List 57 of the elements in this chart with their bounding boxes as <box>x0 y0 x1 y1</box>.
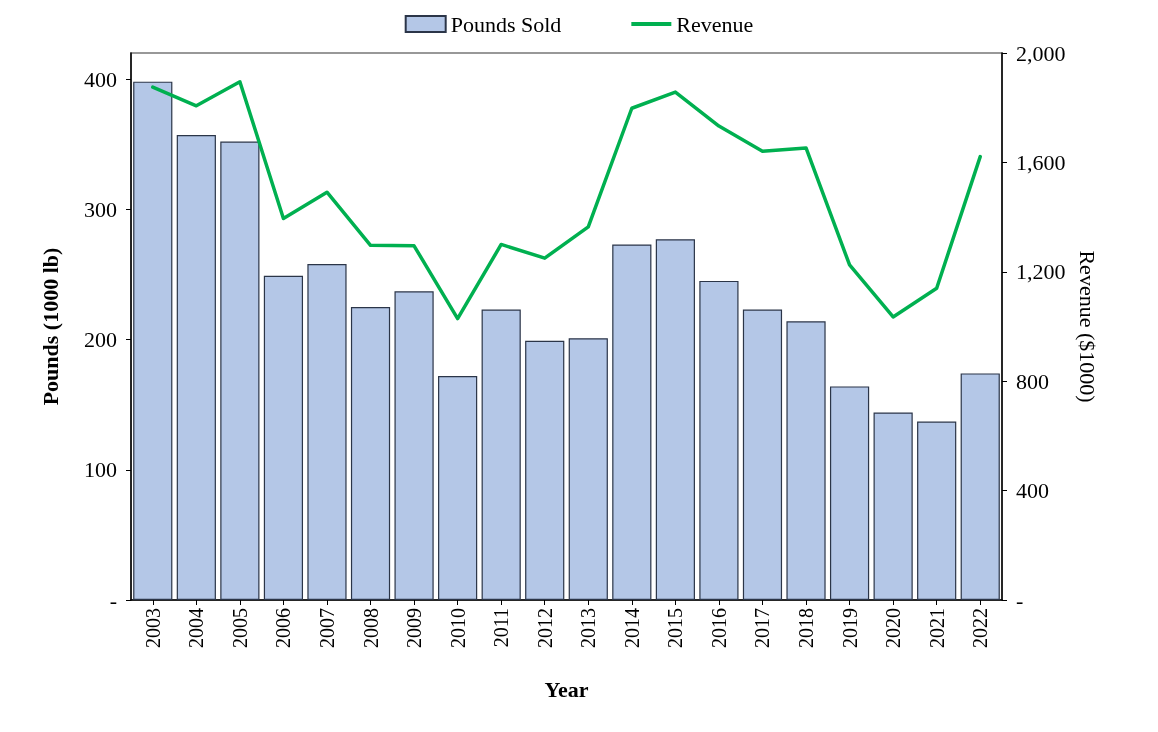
x-axis-title: Year <box>544 676 589 702</box>
x-tick-label: 2013 <box>577 608 600 648</box>
x-tick-label: 2016 <box>707 608 730 648</box>
bar <box>394 291 434 600</box>
x-tick-label: 2020 <box>882 608 905 648</box>
y-tick-label: 200 <box>84 327 117 353</box>
y2-tick-label: 1,200 <box>1016 259 1066 285</box>
x-tick-label: 2007 <box>315 608 338 648</box>
y-tick-label: 300 <box>84 196 117 222</box>
x-tick-label: 2017 <box>751 608 774 648</box>
bar <box>699 280 739 600</box>
bar <box>307 263 347 600</box>
x-tick-label: 2004 <box>185 608 208 648</box>
y-tick-label: 400 <box>84 66 117 92</box>
bar <box>481 309 521 600</box>
y2-tick-label: 800 <box>1016 368 1049 394</box>
x-tick-label: 2009 <box>403 608 426 648</box>
x-tick-label: 2005 <box>228 608 251 648</box>
bar <box>829 386 870 600</box>
x-tick-label: 2011 <box>490 608 513 648</box>
x-tick-label: 2022 <box>969 608 992 648</box>
bar <box>525 340 565 600</box>
legend-label: Pounds Sold <box>450 11 562 37</box>
bar <box>133 81 173 600</box>
x-tick-label: 2019 <box>838 608 861 648</box>
y-tick-label: 100 <box>84 457 117 483</box>
bar <box>220 141 260 600</box>
y2-axis-title: Revenue ($1000) <box>1074 250 1100 403</box>
x-tick-label: 2012 <box>533 608 556 648</box>
bar <box>873 412 913 600</box>
legend-label: Revenue <box>676 11 754 37</box>
y-axis-title: Pounds (1000 lb) <box>37 247 63 406</box>
x-tick-label: 2021 <box>925 608 948 648</box>
line-series <box>151 79 982 321</box>
bar <box>350 306 391 600</box>
bar <box>568 338 608 600</box>
bar <box>655 239 695 600</box>
x-tick-label: 2018 <box>795 608 818 648</box>
bar <box>612 244 652 600</box>
y2-tick-label: - <box>1016 587 1024 613</box>
x-tick-label: 2006 <box>272 608 295 648</box>
x-tick-label: 2010 <box>446 608 469 648</box>
bar <box>176 135 216 600</box>
y-tick-label: - <box>109 587 117 613</box>
x-tick-label: 2015 <box>664 608 687 648</box>
bar <box>917 421 957 600</box>
x-tick-label: 2003 <box>141 608 164 648</box>
bar <box>742 309 783 600</box>
bar <box>786 321 826 600</box>
bar <box>438 375 478 600</box>
bar <box>263 275 304 600</box>
y2-tick-label: 2,000 <box>1016 40 1066 66</box>
x-tick-label: 2008 <box>359 608 382 648</box>
bar <box>960 373 1000 600</box>
y2-tick-label: 400 <box>1016 478 1049 504</box>
y2-tick-label: 1,600 <box>1016 149 1066 175</box>
x-tick-label: 2014 <box>620 608 643 648</box>
